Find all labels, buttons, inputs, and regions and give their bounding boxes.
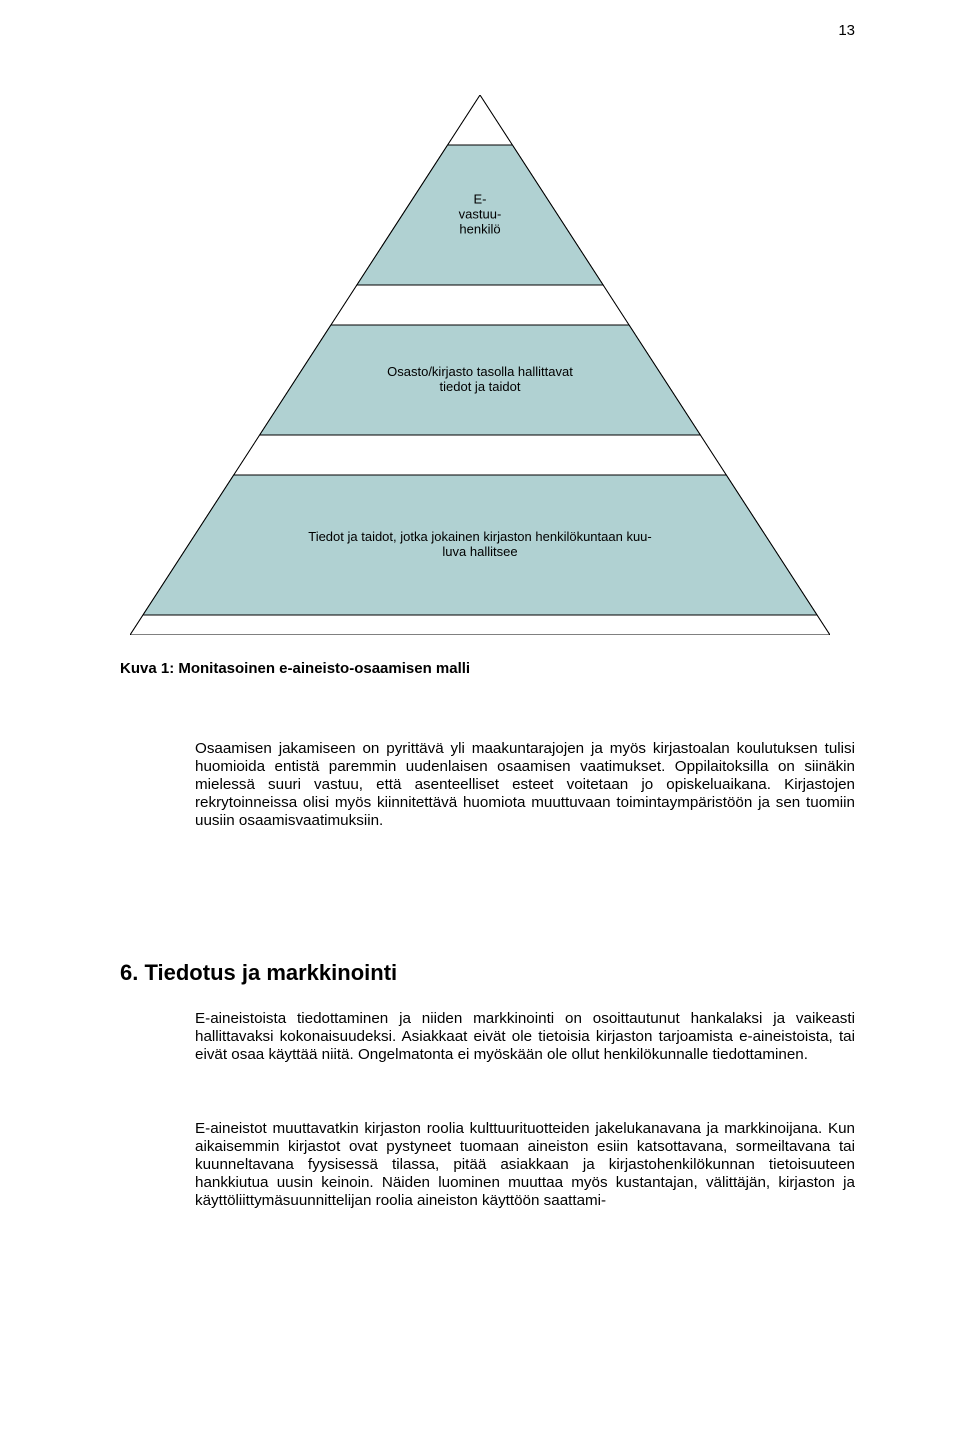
heading-title: Tiedotus ja markkinointi	[144, 960, 397, 985]
figure-caption: Kuva 1: Monitasoinen e-aineisto-osaamise…	[120, 660, 470, 677]
svg-text:E-: E-	[474, 191, 487, 206]
svg-text:Tiedot ja taidot, jotka jokain: Tiedot ja taidot, jotka jokainen kirjast…	[308, 529, 652, 544]
document-page: 13 E-vastuu-henkilö Osasto/kirjasto tasol…	[0, 0, 960, 1444]
svg-text:tiedot ja taidot: tiedot ja taidot	[440, 379, 521, 394]
heading-number: 6.	[120, 960, 138, 985]
pyramid-diagram: E-vastuu-henkilö Osasto/kirjasto tasolla …	[0, 95, 960, 635]
paragraph-3: E-aineistot muuttavatkin kirjaston rooli…	[195, 1120, 855, 1210]
section-heading: 6. Tiedotus ja markkinointi	[120, 960, 397, 986]
paragraph-2: E-aineistoista tiedottaminen ja niiden m…	[195, 1010, 855, 1064]
paragraph-1: Osaamisen jakamiseen on pyrittävä yli ma…	[195, 740, 855, 830]
page-number: 13	[838, 22, 855, 39]
svg-text:Osasto/kirjasto tasolla hallit: Osasto/kirjasto tasolla hallittavat	[387, 364, 573, 379]
pyramid-svg: E-vastuu-henkilö Osasto/kirjasto tasolla …	[130, 95, 830, 635]
svg-text:vastuu-: vastuu-	[459, 206, 502, 221]
svg-text:luva hallitsee: luva hallitsee	[442, 544, 517, 559]
svg-text:henkilö: henkilö	[459, 221, 500, 236]
